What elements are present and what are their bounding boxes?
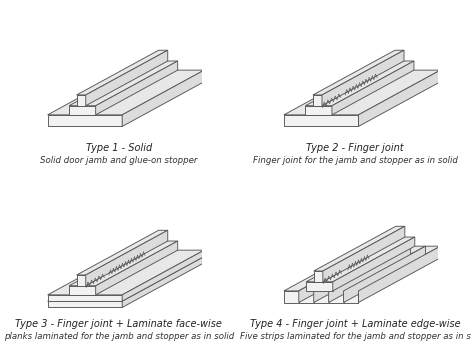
Polygon shape xyxy=(332,61,414,115)
Polygon shape xyxy=(328,246,410,303)
Polygon shape xyxy=(314,291,328,303)
Polygon shape xyxy=(69,286,96,295)
Polygon shape xyxy=(313,95,322,106)
Polygon shape xyxy=(323,226,405,282)
Polygon shape xyxy=(122,250,204,301)
Polygon shape xyxy=(306,237,415,282)
Polygon shape xyxy=(122,70,204,126)
Text: planks laminated for the jamb and stopper as in solid: planks laminated for the jamb and stoppe… xyxy=(4,332,234,341)
Polygon shape xyxy=(96,61,178,115)
Text: Finger joint for the jamb and stopper as in solid: Finger joint for the jamb and stopper as… xyxy=(253,156,457,165)
Polygon shape xyxy=(47,301,122,307)
Polygon shape xyxy=(344,246,440,291)
Text: Five strips laminated for the jamb and stopper as in s: Five strips laminated for the jamb and s… xyxy=(240,332,471,341)
Polygon shape xyxy=(313,50,404,95)
Polygon shape xyxy=(306,282,333,291)
Polygon shape xyxy=(284,291,299,303)
Polygon shape xyxy=(314,246,410,291)
Polygon shape xyxy=(328,291,344,303)
Polygon shape xyxy=(77,230,168,275)
Text: Type 4 - Finger joint + Laminate edge-wise: Type 4 - Finger joint + Laminate edge-wi… xyxy=(250,319,460,329)
Text: Type 3 - Finger joint + Laminate face-wise: Type 3 - Finger joint + Laminate face-wi… xyxy=(16,319,222,329)
Polygon shape xyxy=(284,246,381,291)
Text: Solid door jamb and glue-on stopper: Solid door jamb and glue-on stopper xyxy=(40,156,198,165)
Polygon shape xyxy=(69,106,96,115)
Polygon shape xyxy=(305,61,414,106)
Polygon shape xyxy=(69,61,178,106)
Polygon shape xyxy=(328,246,426,291)
Polygon shape xyxy=(122,257,204,307)
Polygon shape xyxy=(86,230,168,286)
Polygon shape xyxy=(314,226,405,271)
Polygon shape xyxy=(299,246,396,291)
Polygon shape xyxy=(344,291,358,303)
Polygon shape xyxy=(96,241,178,295)
Polygon shape xyxy=(322,50,404,106)
Polygon shape xyxy=(305,106,332,115)
Polygon shape xyxy=(86,50,168,106)
Polygon shape xyxy=(47,257,204,301)
Polygon shape xyxy=(314,271,323,282)
Polygon shape xyxy=(47,250,204,295)
Polygon shape xyxy=(299,246,381,303)
Text: Type 1 - Solid: Type 1 - Solid xyxy=(86,143,152,153)
Polygon shape xyxy=(299,291,314,303)
Polygon shape xyxy=(284,70,440,115)
Polygon shape xyxy=(47,115,122,126)
Polygon shape xyxy=(47,70,204,115)
Text: Type 2 - Finger joint: Type 2 - Finger joint xyxy=(306,143,404,153)
Polygon shape xyxy=(358,70,440,126)
Polygon shape xyxy=(69,241,178,286)
Polygon shape xyxy=(77,275,86,286)
Polygon shape xyxy=(333,237,415,291)
Polygon shape xyxy=(358,246,440,303)
Polygon shape xyxy=(344,246,426,303)
Polygon shape xyxy=(314,246,396,303)
Polygon shape xyxy=(77,95,86,106)
Polygon shape xyxy=(77,50,168,95)
Polygon shape xyxy=(284,115,358,126)
Polygon shape xyxy=(47,295,122,301)
